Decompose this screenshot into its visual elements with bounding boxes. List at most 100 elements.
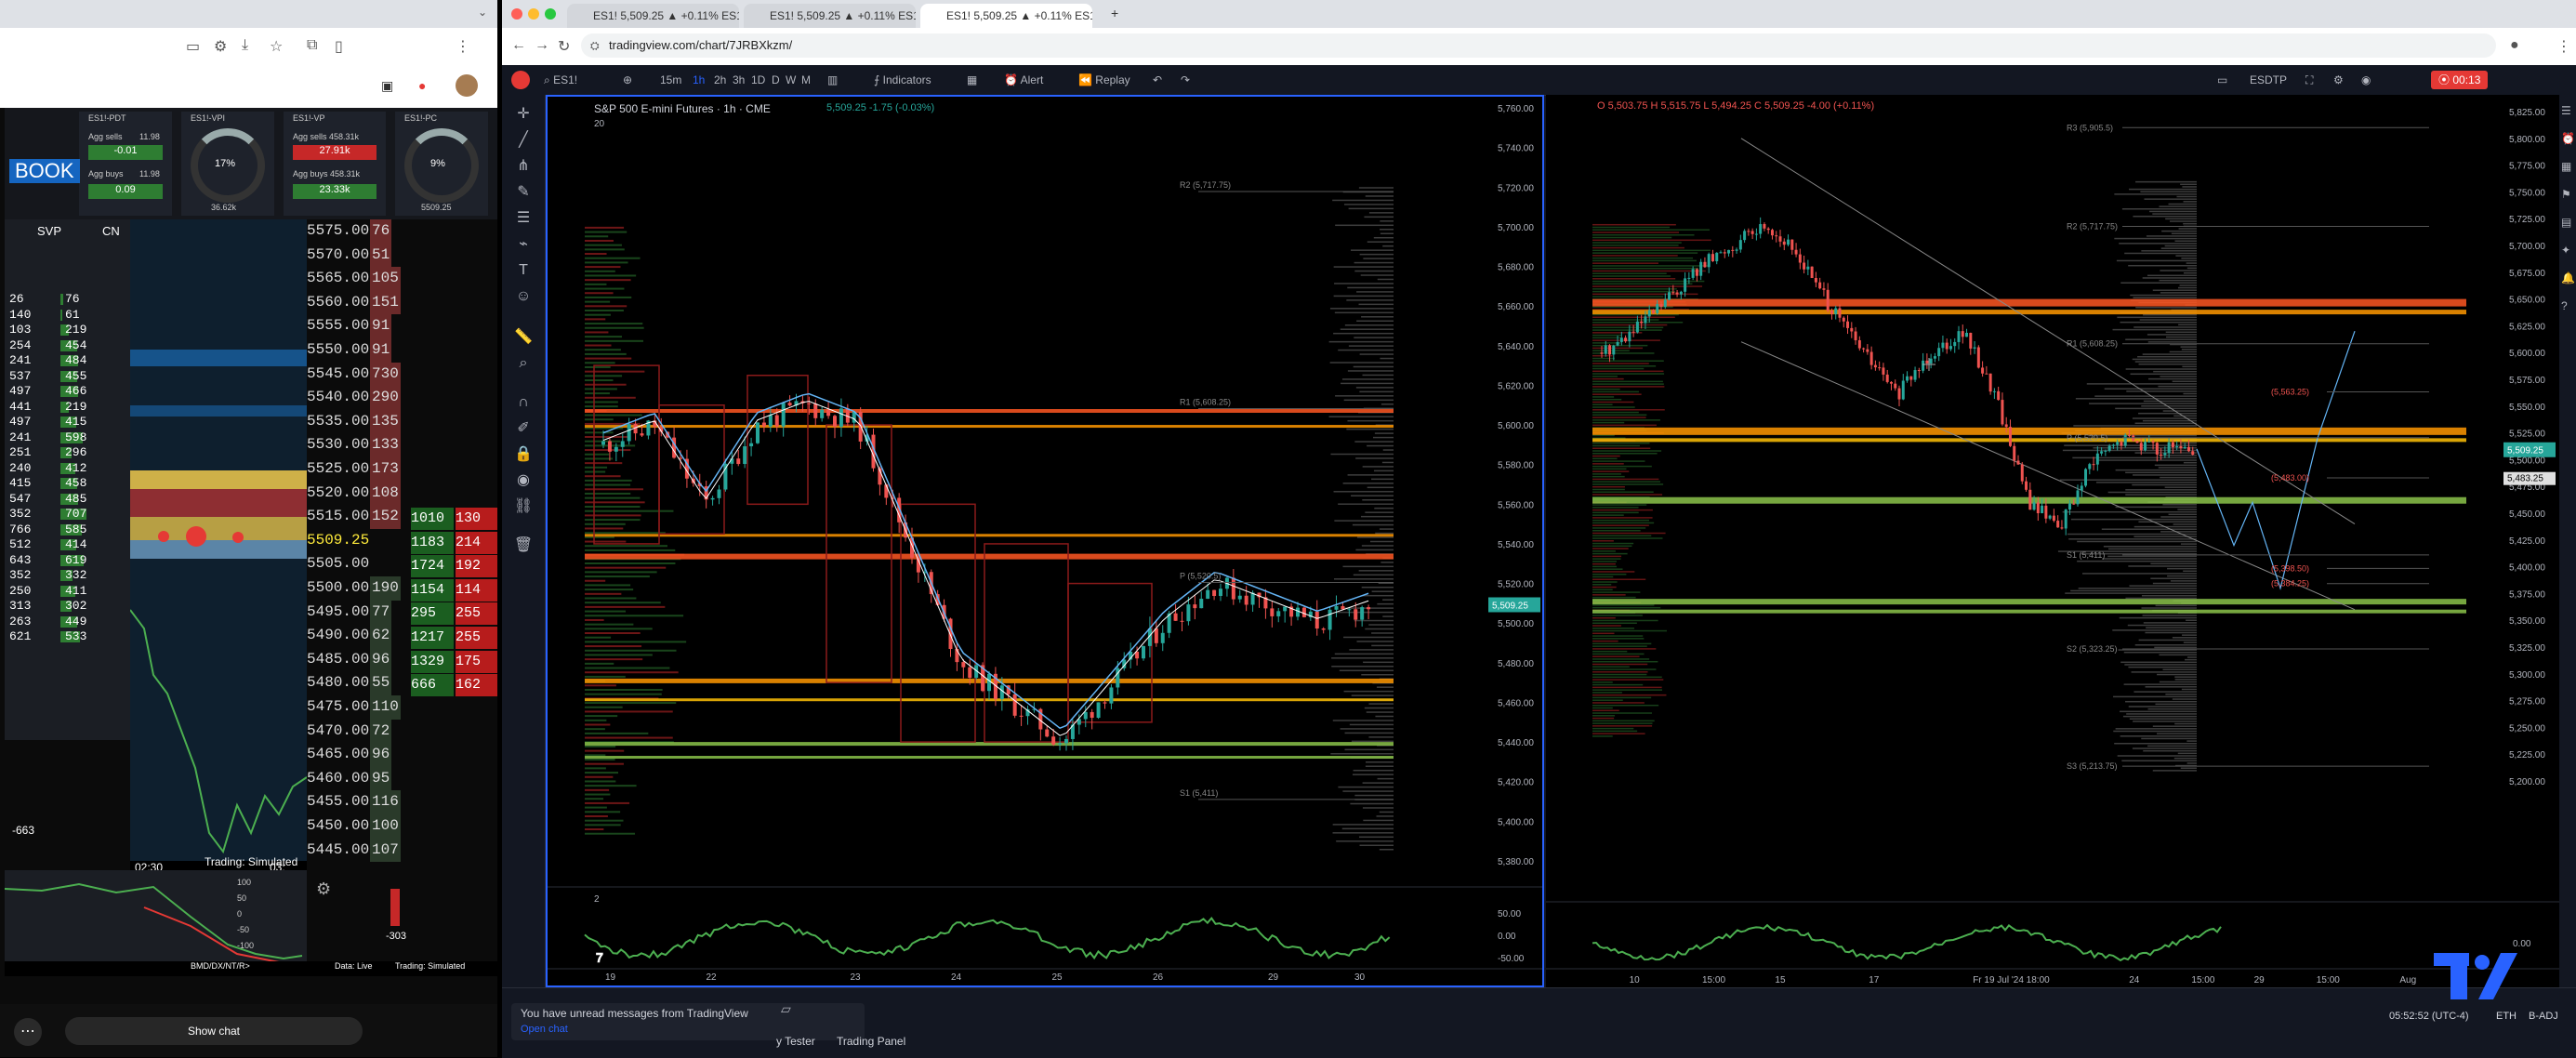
dom-row[interactable]: 5480.00 55: [307, 671, 497, 695]
browser-tab-2[interactable]: ES1! 5,509.25 ▲ +0.11% ES1!: [744, 4, 916, 28]
forward-icon[interactable]: →: [535, 37, 549, 53]
lock-draw-icon[interactable]: ✐: [517, 420, 530, 436]
interval-w[interactable]: W: [786, 73, 797, 86]
alert-button[interactable]: ⏰ Alert: [1004, 71, 1043, 89]
translate-icon[interactable]: ⚙: [214, 39, 228, 55]
sidebar-icon[interactable]: ▯: [335, 39, 343, 55]
new-tab-icon[interactable]: +: [1111, 6, 1119, 20]
dom-row[interactable]: 5575.00 76: [307, 219, 497, 244]
star-icon[interactable]: ☆: [270, 39, 284, 55]
notification-icon[interactable]: ●: [418, 78, 427, 93]
recording-badge[interactable]: ⦿ 00:13: [2431, 71, 2489, 89]
notifications-icon[interactable]: 🔔: [2561, 271, 2575, 284]
dom-row[interactable]: 5485.00 96: [307, 647, 497, 672]
browser-tab-3[interactable]: ES1! 5,509.25 ▲ +0.11% ES1!: [920, 4, 1092, 28]
compare-icon[interactable]: ⊕: [623, 73, 633, 86]
symbol-search[interactable]: ⌕ ES1!: [544, 71, 577, 89]
dom-row[interactable]: 5509.25: [307, 529, 497, 553]
cast-icon[interactable]: ▭: [186, 39, 201, 55]
dom-row[interactable]: 5495.00 77: [307, 600, 497, 625]
trading-panel-tab[interactable]: Trading Panel: [837, 1035, 906, 1048]
watchlist-icon[interactable]: ☰: [2561, 104, 2571, 117]
dom-row[interactable]: 5550.00 91: [307, 338, 497, 363]
chat-icon[interactable]: ▱: [781, 1001, 791, 1016]
interval-1h[interactable]: 1h: [693, 73, 706, 86]
adjustment-label[interactable]: B-ADJ: [2529, 1011, 2558, 1022]
reload-icon[interactable]: ↻: [558, 39, 571, 55]
dom-row[interactable]: 5520.00 108: [307, 481, 497, 506]
brush-icon[interactable]: ✎: [517, 184, 530, 200]
dom-row[interactable]: 5565.00 105: [307, 267, 497, 291]
hotlist-icon[interactable]: ⚑: [2561, 188, 2571, 201]
dom-row[interactable]: 5460.00 95: [307, 766, 497, 791]
show-chat-button[interactable]: Show chat: [65, 1017, 363, 1045]
browser-tab-1[interactable]: ES1! 5,509.25 ▲ +0.11% ES1!: [567, 4, 739, 28]
crosshair-icon[interactable]: ✛: [517, 106, 530, 122]
bid-ask-row[interactable]: 1183 214: [411, 531, 497, 554]
unread-toast[interactable]: You have unread messages from TradingVie…: [511, 1003, 865, 1040]
emoji-icon[interactable]: ☺: [515, 288, 532, 304]
camera-icon[interactable]: ◉: [2361, 73, 2371, 86]
dom-row[interactable]: 5545.00 730: [307, 362, 497, 387]
chevron-down-icon[interactable]: ⌄: [477, 6, 488, 19]
layout-icon[interactable]: ▦: [967, 73, 978, 86]
ideas-icon[interactable]: ✦: [2561, 244, 2571, 257]
redo-icon[interactable]: ↷: [1181, 73, 1191, 86]
bid-ask-row[interactable]: 1010 130: [411, 508, 497, 530]
pitchfork-icon[interactable]: ⋔: [517, 158, 530, 174]
url-field[interactable]: ⛭ tradingview.com/chart/7JRBXkzm/: [581, 33, 2496, 58]
zoom-icon[interactable]: ⌕: [519, 355, 528, 371]
chart-pane-2[interactable]: 5,825.00 5,800.00 5,775.00 5,750.00 5,725.00…: [1546, 95, 2559, 987]
trash-icon[interactable]: 🗑: [513, 537, 534, 553]
link-icon[interactable]: ⛓: [513, 498, 534, 514]
settings-icon[interactable]: ⚙: [316, 879, 332, 898]
magnet-icon[interactable]: ∩: [518, 394, 529, 410]
trendline-icon[interactable]: ╱: [519, 132, 528, 148]
profile-icon[interactable]: ●: [2510, 37, 2519, 53]
back-icon[interactable]: ←: [511, 37, 526, 53]
bid-ask-row[interactable]: 1217 255: [411, 627, 497, 649]
help-icon[interactable]: ?: [2561, 299, 2568, 312]
interval-3h[interactable]: 3h: [733, 73, 746, 86]
dom-row[interactable]: 5530.00 133: [307, 433, 497, 457]
eye-icon[interactable]: ◉: [517, 472, 530, 488]
bid-ask-row[interactable]: 666 162: [411, 674, 497, 697]
undo-icon[interactable]: ↶: [1153, 73, 1163, 86]
dom-row[interactable]: 5555.00 91: [307, 314, 497, 338]
text-icon[interactable]: T: [519, 262, 528, 278]
dom-row[interactable]: 5475.00 110: [307, 695, 497, 720]
more-icon[interactable]: ⋯: [14, 1018, 42, 1046]
dom-row[interactable]: 5535.00 135: [307, 409, 497, 434]
alerts-icon[interactable]: ⏰: [2561, 132, 2575, 145]
dom-row[interactable]: 5450.00 100: [307, 814, 497, 839]
record-icon[interactable]: ▣: [381, 78, 394, 93]
dom-row[interactable]: 5465.00 96: [307, 743, 497, 767]
bid-ask-row[interactable]: 1724 192: [411, 555, 497, 578]
ruler-icon[interactable]: 📏: [514, 329, 533, 345]
fib-icon[interactable]: ☰: [516, 210, 531, 226]
lock-icon[interactable]: 🔒: [514, 446, 533, 462]
bar-style-icon[interactable]: ▥: [827, 73, 839, 86]
minimize-window-icon[interactable]: [528, 8, 539, 20]
chart-1-canvas[interactable]: 5,760.00 5,740.00 5,720.00 5,700.00 5,680.00…: [548, 97, 1542, 985]
fullscreen-icon[interactable]: ⛶: [2305, 73, 2314, 86]
chart-2-canvas[interactable]: 5,825.00 5,800.00 5,775.00 5,750.00 5,725.00…: [1546, 95, 2559, 987]
dom-row[interactable]: 5470.00 72: [307, 719, 497, 744]
strategy-tester-tab[interactable]: y Tester: [776, 1035, 815, 1048]
dom-row[interactable]: 5540.00 290: [307, 386, 497, 410]
dom-row[interactable]: 5490.00 62: [307, 624, 497, 648]
replay-button[interactable]: ⏪ Replay: [1078, 71, 1130, 89]
calendar-icon[interactable]: ▤: [2561, 216, 2572, 229]
browser-menu-icon[interactable]: ⋮: [2556, 39, 2571, 55]
indicators-button[interactable]: ⨍ Indicators: [874, 71, 931, 89]
tv-user-icon[interactable]: [511, 71, 530, 89]
timezone-label[interactable]: ESDTP: [2250, 73, 2288, 86]
download-icon[interactable]: ⤓: [242, 37, 249, 53]
menu-icon[interactable]: ⋮: [456, 39, 470, 55]
avatar[interactable]: [456, 74, 478, 97]
bid-ask-row[interactable]: 1154 114: [411, 578, 497, 602]
interval-2h[interactable]: 2h: [714, 73, 727, 86]
dom-row[interactable]: 5560.00 151: [307, 290, 497, 315]
dom-row[interactable]: 5515.00 152: [307, 505, 497, 529]
dom-row[interactable]: 5445.00 107: [307, 838, 497, 863]
